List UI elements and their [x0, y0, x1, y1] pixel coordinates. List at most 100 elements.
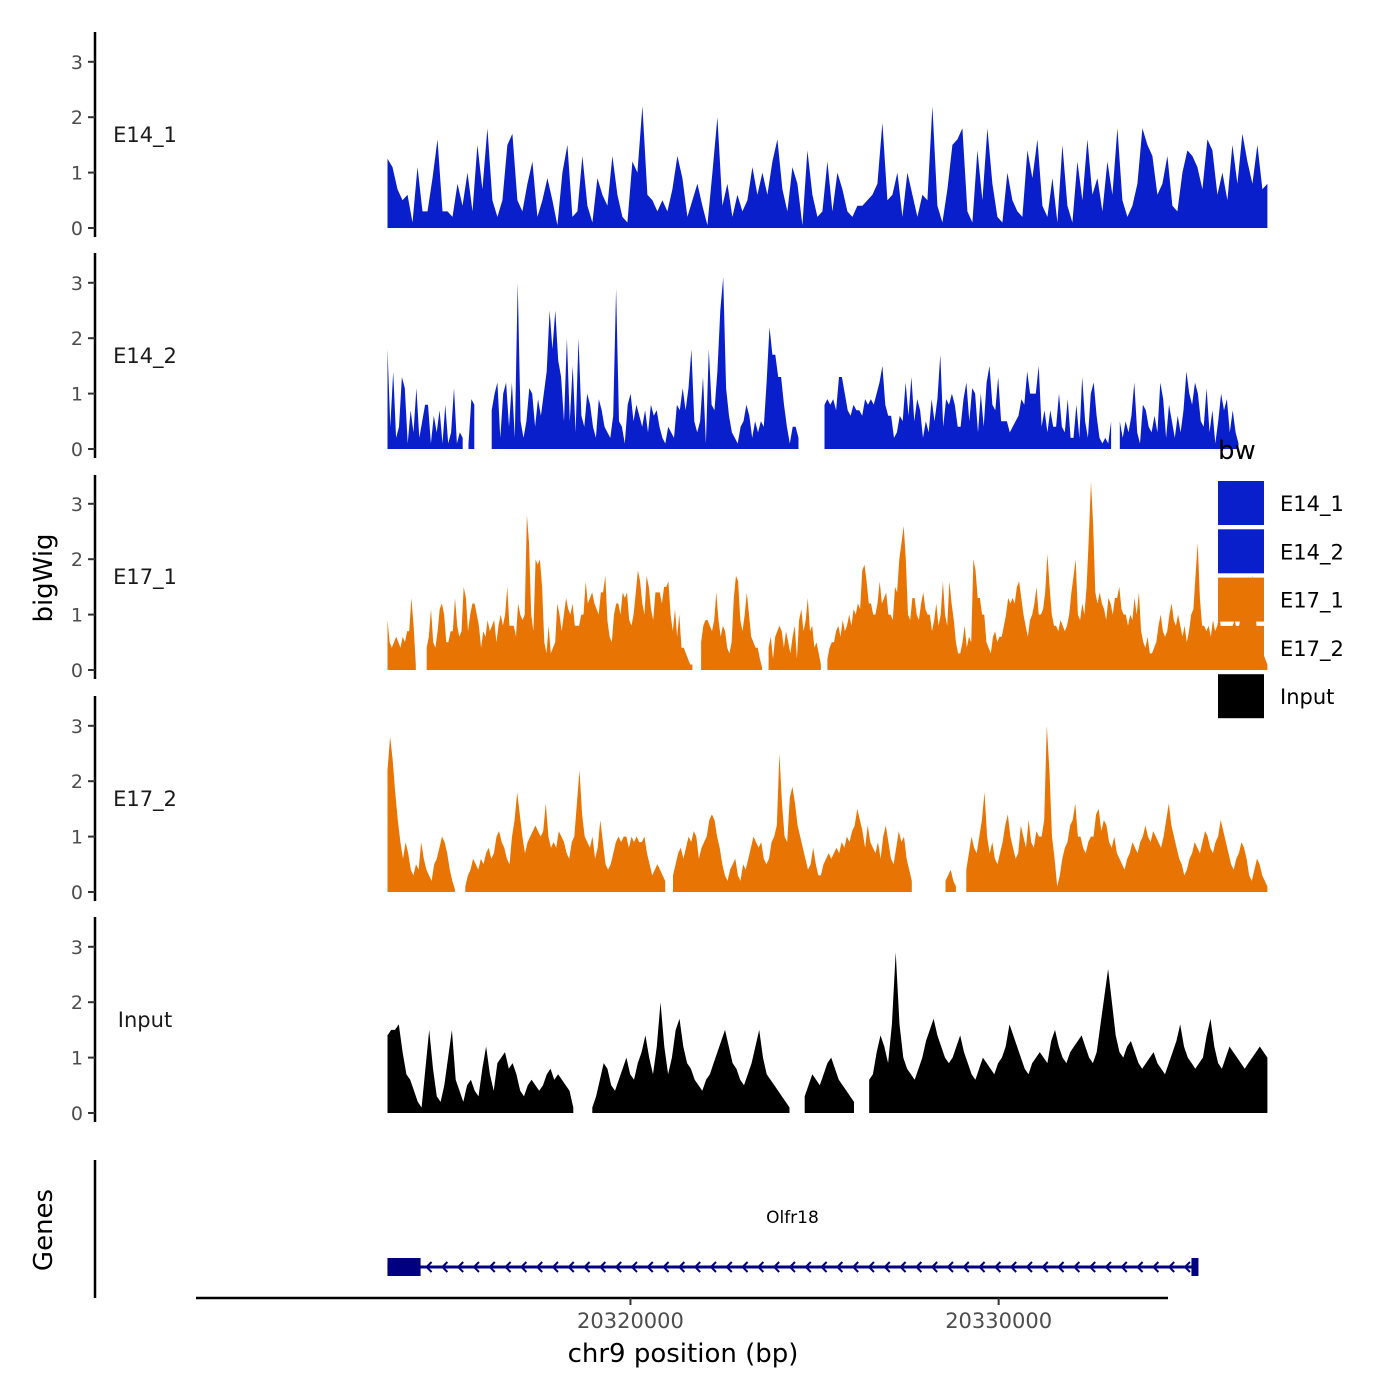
signal-area-Input [387, 952, 1268, 1113]
y-tick-label: 3 [71, 273, 83, 295]
strand-arrow [835, 1261, 844, 1273]
strand-arrow [1183, 1261, 1191, 1273]
track-E14_1: 0 1 2 3 E14_1 [71, 32, 1268, 240]
strand-arrow [488, 1261, 496, 1273]
strand-arrow [851, 1261, 859, 1273]
strand-arrow [646, 1261, 654, 1273]
strand-arrow [820, 1261, 828, 1273]
legend-label: E17_2 [1280, 637, 1344, 662]
strand-arrow [677, 1261, 686, 1273]
strand-arrow [914, 1261, 923, 1273]
x-axis: 20320000 20330000 [196, 1296, 1168, 1333]
x-axis-title: chr9 position (bp) [568, 1339, 799, 1369]
strand-arrow [725, 1261, 733, 1273]
y-tick-label: 3 [71, 494, 83, 516]
legend-key-Input [1218, 674, 1264, 719]
y-tick-label: 0 [71, 439, 83, 461]
track-label: E17_2 [113, 787, 177, 812]
strand-arrow [456, 1261, 464, 1273]
y-tick-label: 1 [71, 163, 83, 185]
strand-arrow [583, 1261, 591, 1273]
y-tick-label: 0 [71, 660, 83, 682]
genes-axis-title: Genes [29, 1189, 59, 1271]
y-tick-label: 0 [71, 882, 83, 904]
strand-arrow [1151, 1261, 1160, 1273]
gene-exon-block [387, 1258, 421, 1276]
signal-area-E17_1 [387, 481, 1268, 670]
track-E14_2: 0 1 2 3 E14_2 [71, 253, 1268, 461]
track-E17_1: 0 1 2 3 E17_1 [71, 475, 1268, 682]
legend-label: Input [1280, 685, 1334, 709]
y-tick-label: 2 [71, 771, 83, 793]
legend: bw E14_1 E14_2 E17_1 E17_2 Input [1218, 436, 1344, 719]
strand-arrow [741, 1261, 749, 1273]
strand-arrow [504, 1261, 512, 1273]
y-tick-label: 3 [71, 937, 83, 959]
y-tick-label: 0 [71, 218, 83, 240]
strand-arrow [630, 1261, 638, 1273]
strand-arrow [662, 1261, 670, 1273]
signal-tracks: 0 1 2 3 E14_1 0 1 2 3 E14_2 0 1 2 3 E17_1 0 1 2 3 E17_2 0 1 2 3… [71, 32, 1268, 1125]
legend-key-E17_1 [1218, 577, 1264, 622]
strand-arrow [899, 1261, 907, 1273]
gene-track: Olfr18 [93, 1160, 1199, 1298]
strand-arrow [567, 1261, 575, 1273]
strand-arrow [867, 1261, 875, 1273]
strand-arrow [930, 1261, 938, 1273]
track-label: E17_1 [113, 565, 177, 590]
y-tick-label: 2 [71, 549, 83, 571]
strand-arrow [1057, 1261, 1065, 1273]
track-label: E14_2 [113, 344, 177, 369]
legend-label: E14_1 [1280, 492, 1344, 517]
strand-arrow [804, 1261, 812, 1273]
strand-arrow [962, 1261, 970, 1273]
strand-arrow [946, 1261, 954, 1273]
track-label: E14_1 [113, 123, 177, 148]
y-tick-label: 1 [71, 1048, 83, 1070]
strand-arrow [1072, 1261, 1081, 1273]
signal-area-E17_2 [387, 725, 1268, 892]
strand-arrow [788, 1261, 796, 1273]
strand-arrow [1088, 1261, 1096, 1273]
strand-arrow [709, 1261, 717, 1273]
strand-arrow [1041, 1261, 1049, 1273]
strand-arrow [1025, 1261, 1033, 1273]
y-tick-label: 2 [71, 107, 83, 129]
strand-arrow [598, 1261, 607, 1273]
y-tick-label: 1 [71, 605, 83, 627]
strand-arrow [1136, 1261, 1144, 1273]
strand-arrow [519, 1261, 528, 1273]
strand-arrow [614, 1261, 622, 1273]
strand-arrow [978, 1261, 986, 1273]
signal-area-E14_2 [387, 277, 1268, 449]
track-label: Input [118, 1008, 172, 1032]
y-tick-label: 2 [71, 328, 83, 350]
x-tick-label: 20320000 [577, 1309, 684, 1333]
legend-key-E17_2 [1218, 625, 1264, 670]
strand-arrow [1120, 1261, 1128, 1273]
strand-arrow [1167, 1261, 1175, 1273]
y-tick-label: 1 [71, 384, 83, 406]
strand-arrow [1009, 1261, 1017, 1273]
y-tick-label: 3 [71, 716, 83, 738]
strand-arrow [883, 1261, 891, 1273]
signal-area-E14_1 [387, 106, 1268, 228]
strand-arrow [772, 1261, 780, 1273]
strand-arrow [693, 1261, 701, 1273]
strand-arrow [472, 1261, 480, 1273]
y-tick-label: 0 [71, 1103, 83, 1125]
y-tick-label: 3 [71, 52, 83, 74]
strand-arrow [1104, 1261, 1112, 1273]
legend-label: E17_1 [1280, 589, 1344, 614]
legend-key-E14_2 [1218, 529, 1264, 574]
track-E17_2: 0 1 2 3 E17_2 [71, 696, 1268, 904]
legend-label: E14_2 [1280, 540, 1344, 565]
legend-title: bw [1218, 436, 1256, 466]
strand-arrow [535, 1261, 543, 1273]
strand-arrow [440, 1261, 449, 1273]
gene-label: Olfr18 [766, 1208, 819, 1228]
strand-arrow [756, 1261, 765, 1273]
y-axis-title: bigWig [29, 533, 59, 622]
strand-arrow [551, 1261, 559, 1273]
